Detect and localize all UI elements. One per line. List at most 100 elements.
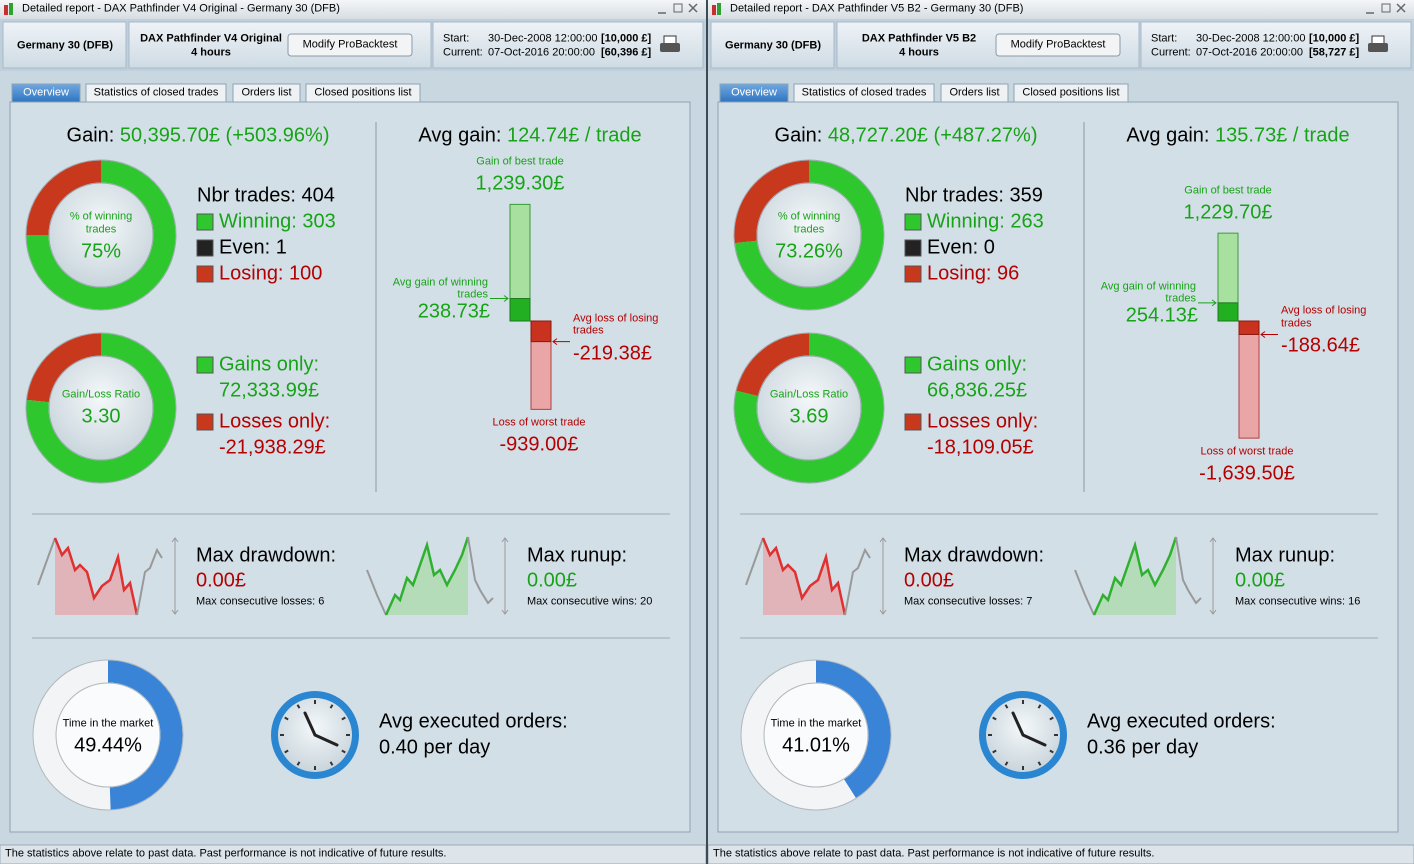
winning-count: Winning: 263 (927, 210, 1044, 233)
report-window: Detailed report - DAX Pathfinder V5 B2 -… (708, 0, 1414, 864)
gain-label: Avg gain: (418, 124, 502, 147)
runup-value: 0.00£ (527, 569, 578, 592)
current-label: Current: (443, 46, 483, 59)
gains-only-value: 66,836.25£ (927, 379, 1028, 402)
avg-loss-label: Avg loss of losing trades (1281, 304, 1367, 330)
avg-win-bar (509, 298, 531, 322)
start-label: Start: (443, 32, 470, 45)
runup-value: 0.00£ (1235, 569, 1286, 592)
avg-loss-label: Avg loss of losing trades (573, 312, 659, 337)
gain-label: Gain: (774, 124, 823, 147)
close (688, 3, 698, 13)
legend-swatch (196, 413, 214, 431)
maximize (1381, 3, 1391, 13)
gains-only-label: Gains only: (219, 353, 320, 376)
app-icon (712, 5, 716, 15)
legend-swatch (904, 413, 922, 431)
ring-arc (734, 333, 884, 483)
arrow (552, 338, 570, 346)
losses-only-value: -18,109.05£ (927, 436, 1034, 459)
gain-label: Avg gain: (1126, 124, 1210, 147)
ring-inner (48, 182, 154, 288)
consec-losses: Max consecutive losses: 7 (904, 595, 1033, 608)
gains-only-label: Gains only: (927, 353, 1028, 376)
consec-losses: Max consecutive losses: 6 (196, 595, 325, 608)
arrow (1198, 299, 1217, 307)
clock-tick (329, 704, 334, 709)
clock-tick (329, 761, 334, 766)
ring-inner (55, 682, 161, 788)
button-bg (287, 33, 413, 57)
losses-only-label: Losses only: (219, 410, 331, 433)
graphics (0, 0, 706, 864)
legend-swatch (904, 356, 922, 374)
modify-button[interactable]: Modify ProBacktest (302, 38, 398, 51)
tab[interactable]: Statistics of closed trades (801, 86, 927, 99)
header-box (710, 21, 835, 69)
ring-inner (763, 682, 869, 788)
gain: Gain: 50,395.70£ (+503.96%) (67, 125, 330, 148)
worst-bar (1238, 320, 1260, 439)
header-box (1140, 21, 1412, 69)
clock-hands (303, 711, 339, 747)
printer (660, 43, 680, 52)
time-value: 41.01% (782, 734, 850, 757)
clock-tick (341, 749, 346, 754)
runup-label: Max runup: (1235, 544, 1336, 567)
ring-rest (26, 333, 102, 403)
footer (0, 844, 706, 864)
drawdown-value: 0.00£ (196, 569, 247, 592)
clock-tick (296, 704, 301, 709)
ring-value: 75% (80, 240, 122, 263)
ring-inner (756, 355, 862, 461)
ring-label: % of winning trades (69, 210, 133, 235)
nbr-trades: Nbr trades: 359 (905, 184, 1043, 207)
drawdown-line (37, 537, 56, 586)
button-bg (995, 33, 1121, 57)
start-capital: [10,000 £] (601, 32, 652, 45)
current-date: 07-Oct-2016 20:00:00 (1196, 46, 1304, 59)
orders-value: 0.36 per day (1087, 736, 1199, 759)
app-icon (9, 3, 13, 15)
best-label: Gain of best trade (476, 156, 564, 169)
avg-win-value: 238.73£ (417, 300, 490, 323)
winning-count: Winning: 303 (219, 210, 336, 233)
drawdown-line (745, 537, 764, 586)
timeframe: 4 hours (899, 46, 939, 59)
tab[interactable]: Orders list (949, 86, 1000, 99)
tab[interactable]: Overview (731, 86, 777, 99)
tab[interactable]: Orders list (241, 86, 292, 99)
losses-only-label: Losses only: (927, 410, 1039, 433)
legend-swatch (196, 213, 214, 231)
report-window: Detailed report - DAX Pathfinder V4 Orig… (0, 0, 706, 864)
ring-value: 3.69 (789, 405, 829, 428)
tab[interactable]: Closed positions list (1022, 86, 1120, 99)
clock-tick (284, 716, 289, 721)
modify-button[interactable]: Modify ProBacktest (1010, 38, 1106, 51)
maximize (673, 3, 683, 13)
clock-hands (1011, 711, 1047, 747)
tab[interactable]: Overview (23, 86, 69, 99)
close (1396, 3, 1406, 13)
gain-value: 50,395.70£ (+503.96%) (119, 124, 330, 147)
losing-count: Losing: 96 (927, 262, 1020, 285)
current-label: Current: (1151, 46, 1191, 59)
ring-inner (48, 355, 154, 461)
even-count: Even: 0 (927, 236, 995, 259)
ring-rest (736, 333, 810, 397)
drawdown-value: 0.00£ (904, 569, 955, 592)
time-label: Time in the market (770, 717, 862, 730)
avg-win-label: Avg gain of winning trades (1100, 280, 1196, 305)
range-arrow (171, 537, 179, 615)
clock-tick (1037, 704, 1042, 709)
drawdown-label: Max drawdown: (904, 544, 1045, 567)
gain-value: 124.74£ / trade (507, 124, 642, 147)
losses-only-value: -21,938.29£ (219, 436, 326, 459)
tab[interactable]: Closed positions list (314, 86, 412, 99)
current-capital: [60,396 £] (601, 46, 652, 59)
avg-gain: Avg gain: 135.73£ / trade (1126, 125, 1349, 148)
footer (708, 844, 1414, 864)
tab[interactable]: Statistics of closed trades (93, 86, 219, 99)
footer-text: The statistics above relate to past data… (713, 847, 1155, 860)
avg-win-value: 254.13£ (1125, 304, 1198, 327)
